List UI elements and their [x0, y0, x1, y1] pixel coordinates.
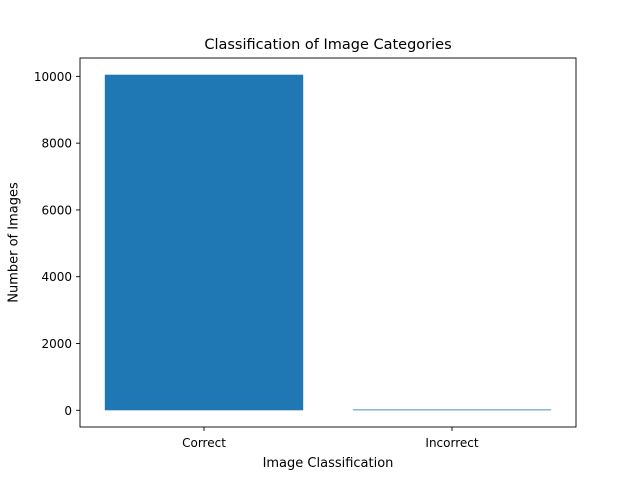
y-axis-label: Number of Images — [7, 182, 22, 303]
y-axis-ticks: 0 2000 4000 6000 8000 10000 — [34, 70, 80, 418]
x-axis-label: Image Classification — [263, 456, 394, 471]
chart-title: Classification of Image Categories — [204, 37, 451, 53]
y-tick-label: 10000 — [34, 70, 72, 84]
bars-group — [104, 74, 552, 411]
x-axis-ticks: Correct Incorrect — [182, 427, 479, 450]
plot-frame — [79, 57, 577, 428]
x-tick-label: Incorrect — [425, 436, 478, 450]
y-tick-label: 2000 — [41, 337, 72, 351]
x-tick-label: Correct — [182, 436, 226, 450]
y-tick-label: 0 — [64, 404, 72, 418]
y-tick-label: 8000 — [41, 137, 72, 151]
y-tick-label: 4000 — [41, 270, 72, 284]
y-tick-label: 6000 — [41, 203, 72, 217]
bar-incorrect — [352, 409, 552, 411]
bar-correct — [104, 74, 304, 411]
